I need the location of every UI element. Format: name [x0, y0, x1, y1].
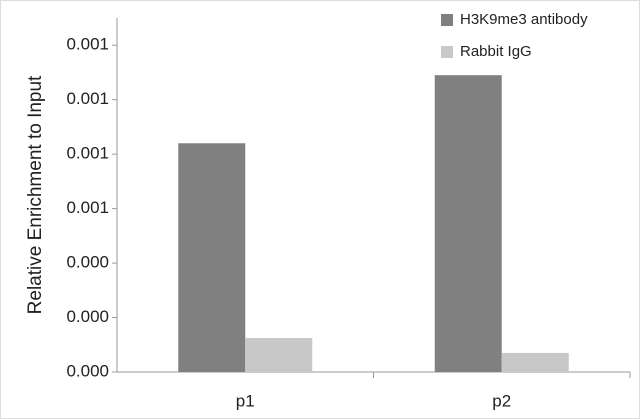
legend-swatch — [441, 46, 453, 58]
legend-label: Rabbit IgG — [460, 43, 532, 60]
x-tick-label: p1 — [236, 391, 255, 410]
y-tick-label: 0.001 — [66, 89, 109, 108]
y-tick-label: 0.000 — [66, 253, 109, 272]
y-axis-title: Relative Enrichment to Input — [25, 75, 46, 314]
y-tick-label: 0.000 — [66, 361, 109, 380]
x-tick-label: p2 — [492, 391, 511, 410]
legend-swatch — [441, 14, 453, 26]
y-tick-label: 0.001 — [66, 198, 109, 217]
legend: H3K9me3 antibody Rabbit IgG — [441, 11, 588, 60]
legend-label: H3K9me3 antibody — [460, 11, 588, 28]
bar — [501, 352, 569, 372]
bar — [245, 337, 313, 372]
bar — [178, 143, 246, 372]
y-tick-label: 0.001 — [66, 35, 109, 54]
y-tick-label: 0.001 — [66, 144, 109, 163]
bar — [434, 75, 502, 372]
y-tick-label: 0.000 — [66, 307, 109, 326]
